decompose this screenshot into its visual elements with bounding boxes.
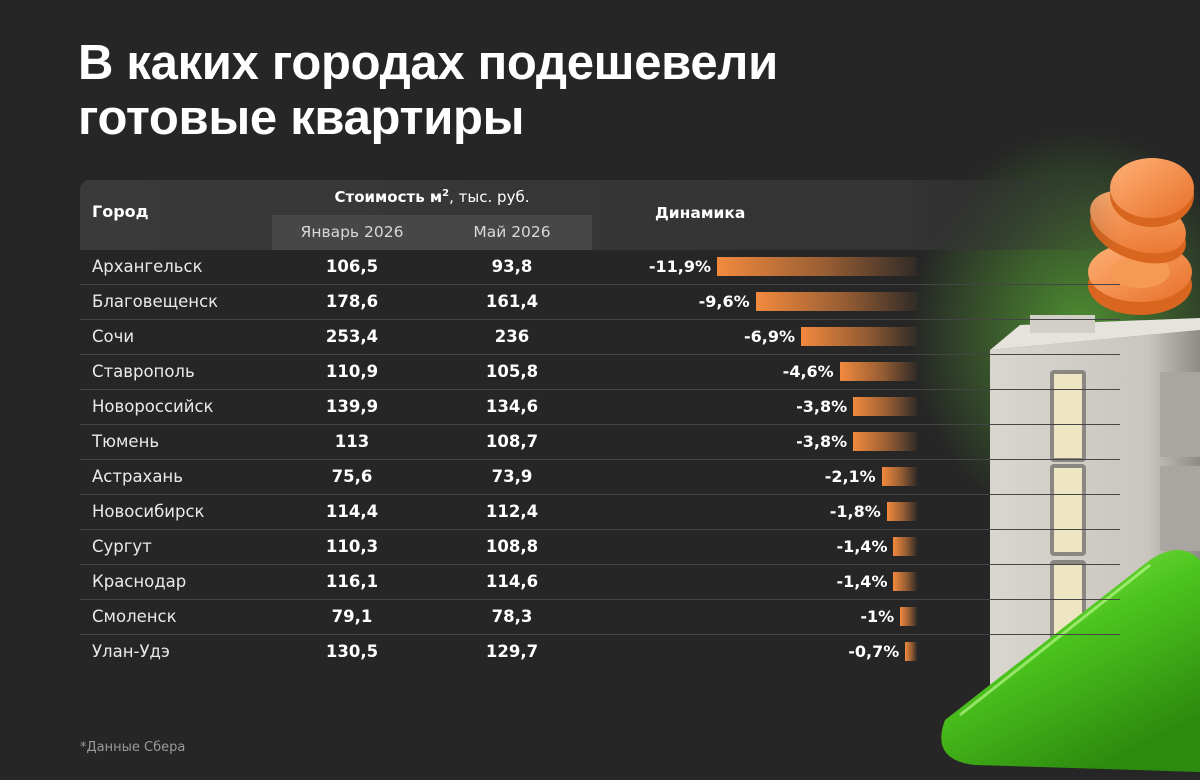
may-price: 93,8 <box>491 257 533 276</box>
dynamics-bar <box>893 537 917 556</box>
table-row: Астрахань 75,6 73,9 -2,1% <box>80 460 1120 495</box>
dynamics-label: -4,6% <box>782 362 834 381</box>
may-price: 105,8 <box>485 362 539 381</box>
city-name: Благовещенск <box>92 292 219 311</box>
table-row: Улан-Удэ 130,5 129,7 -0,7% <box>80 635 1120 669</box>
dynamics-bar <box>801 327 917 346</box>
header-january: Январь 2026 <box>300 223 404 241</box>
dynamics-label: -1,4% <box>836 537 888 556</box>
header-cost-sup: 2 <box>442 188 450 199</box>
dynamics-bar <box>853 432 917 451</box>
table-row: Ставрополь 110,9 105,8 -4,6% <box>80 355 1120 390</box>
table-row: Краснодар 116,1 114,6 -1,4% <box>80 565 1120 600</box>
dynamics-bar <box>905 642 917 661</box>
table-body: Архангельск 106,5 93,8 -11,9% Благовещенск 17… <box>80 250 1120 669</box>
dynamics-bar <box>717 257 917 276</box>
city-name: Ставрополь <box>92 362 195 381</box>
may-price: 236 <box>494 327 530 346</box>
city-name: Новороссийск <box>92 397 214 416</box>
city-name: Архангельск <box>92 257 203 276</box>
header-cost-label: Стоимость м <box>334 188 443 206</box>
header-may: Май 2026 <box>473 223 551 241</box>
dynamics-bar <box>886 502 917 521</box>
dynamics-label: -3,8% <box>796 397 848 416</box>
table-row: Тюмень 113 108,7 -3,8% <box>80 425 1120 460</box>
header-cost: Стоимость м2, тыс. руб. <box>272 188 592 206</box>
may-price: 78,3 <box>491 607 533 626</box>
table-row: Смоленск 79,1 78,3 -1% <box>80 600 1120 635</box>
price-table: Город Стоимость м2, тыс. руб. Январь 202… <box>80 180 1120 669</box>
dynamics-bar <box>755 292 917 311</box>
table-row: Новосибирск 114,4 112,4 -1,8% <box>80 495 1120 530</box>
may-price: 134,6 <box>485 397 539 416</box>
may-price: 161,4 <box>485 292 539 311</box>
dynamics-bar <box>900 607 917 626</box>
may-price: 73,9 <box>491 467 533 486</box>
header-dynamics: Динамика <box>655 204 746 222</box>
dynamics-label: -6,9% <box>744 327 796 346</box>
january-price: 75,6 <box>331 467 373 486</box>
footnote: *Данные Сбера <box>80 740 186 755</box>
header-city: Город <box>92 202 149 221</box>
city-name: Тюмень <box>92 432 160 451</box>
january-price: 110,9 <box>325 362 379 381</box>
january-price: 178,6 <box>325 292 379 311</box>
header-cost-unit: , тыс. руб. <box>449 188 530 206</box>
city-name: Сочи <box>92 327 135 346</box>
may-price: 108,7 <box>485 432 539 451</box>
dynamics-label: -1% <box>860 607 895 626</box>
dynamics-bar <box>839 362 917 381</box>
dynamics-label: -3,8% <box>796 432 848 451</box>
january-price: 116,1 <box>325 572 379 591</box>
dynamics-label: -11,9% <box>648 257 711 276</box>
city-name: Астрахань <box>92 467 183 486</box>
dynamics-bar <box>881 467 917 486</box>
table-row: Сочи 253,4 236 -6,9% <box>80 320 1120 355</box>
city-name: Улан-Удэ <box>92 642 170 661</box>
city-name: Краснодар <box>92 572 187 591</box>
may-price: 108,8 <box>485 537 539 556</box>
table-row: Сургут 110,3 108,8 -1,4% <box>80 530 1120 565</box>
january-price: 253,4 <box>325 327 379 346</box>
may-price: 129,7 <box>485 642 539 661</box>
table-header: Город Стоимость м2, тыс. руб. Январь 202… <box>80 180 1120 250</box>
dynamics-bar <box>853 397 917 416</box>
table-row: Новороссийск 139,9 134,6 -3,8% <box>80 390 1120 425</box>
january-price: 130,5 <box>325 642 379 661</box>
page-title: В каких городах подешевели готовые кварт… <box>78 36 978 146</box>
may-price: 112,4 <box>485 502 539 521</box>
january-price: 106,5 <box>325 257 379 276</box>
dynamics-label: -1,4% <box>836 572 888 591</box>
january-price: 79,1 <box>331 607 373 626</box>
dynamics-label: -9,6% <box>698 292 750 311</box>
january-price: 113 <box>334 432 370 451</box>
table-row: Архангельск 106,5 93,8 -11,9% <box>80 250 1120 285</box>
dynamics-label: -0,7% <box>848 642 900 661</box>
city-name: Сургут <box>92 537 152 556</box>
title-line-1: В каких городах подешевели <box>78 36 778 90</box>
city-name: Смоленск <box>92 607 177 626</box>
city-name: Новосибирск <box>92 502 205 521</box>
title-line-2: готовые квартиры <box>78 91 525 145</box>
dynamics-label: -2,1% <box>824 467 876 486</box>
january-price: 110,3 <box>325 537 379 556</box>
dynamics-label: -1,8% <box>829 502 881 521</box>
january-price: 114,4 <box>325 502 379 521</box>
dynamics-bar <box>893 572 917 591</box>
header-months: Январь 2026 Май 2026 <box>272 215 592 250</box>
table-row: Благовещенск 178,6 161,4 -9,6% <box>80 285 1120 320</box>
may-price: 114,6 <box>485 572 539 591</box>
january-price: 139,9 <box>325 397 379 416</box>
